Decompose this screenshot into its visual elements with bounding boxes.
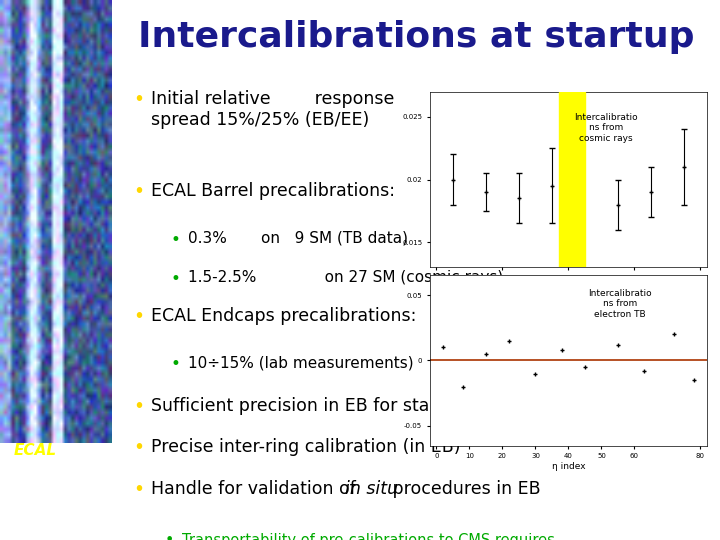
Text: 0.3%       on   9 SM (TB data): 0.3% on 9 SM (TB data) bbox=[188, 231, 408, 246]
Text: ECAL: ECAL bbox=[14, 443, 56, 458]
Text: 1.5-2.5%              on 27 SM (cosmic rays): 1.5-2.5% on 27 SM (cosmic rays) bbox=[188, 270, 503, 285]
Text: •: • bbox=[133, 90, 145, 109]
Text: procedures in EB: procedures in EB bbox=[387, 480, 541, 498]
Text: 10÷15% (lab measurements): 10÷15% (lab measurements) bbox=[188, 355, 413, 370]
Bar bbox=[559, 92, 585, 267]
Text: ECAL Barrel precalibrations:: ECAL Barrel precalibrations: bbox=[151, 182, 395, 200]
Text: Intercalibratio
ns from
cosmic rays: Intercalibratio ns from cosmic rays bbox=[574, 113, 638, 143]
Text: Precise inter-ring calibration (in EB): Precise inter-ring calibration (in EB) bbox=[151, 438, 461, 456]
X-axis label: η index: η index bbox=[552, 462, 585, 471]
Text: Initial relative        response
spread 15%/25% (EB/EE): Initial relative response spread 15%/25%… bbox=[151, 90, 395, 129]
Text: •: • bbox=[133, 480, 145, 499]
Text: Transportability of pre-calibrations to CMS requires
  transparency corrections : Transportability of pre-calibrations to … bbox=[181, 533, 634, 540]
Text: Intercalibrations at startup: Intercalibrations at startup bbox=[138, 20, 694, 54]
Text: •: • bbox=[133, 438, 145, 457]
Text: •: • bbox=[171, 231, 181, 248]
Text: •: • bbox=[133, 182, 145, 201]
Text: •: • bbox=[133, 397, 145, 416]
Text: Handle for validation of: Handle for validation of bbox=[151, 480, 361, 498]
Text: in situ: in situ bbox=[345, 480, 397, 498]
Text: ECAL Endcaps precalibrations:: ECAL Endcaps precalibrations: bbox=[151, 307, 417, 325]
Text: Intercalibratio
ns from
electron TB: Intercalibratio ns from electron TB bbox=[588, 289, 652, 319]
Text: Sufficient precision in EB for startup physics: Sufficient precision in EB for startup p… bbox=[151, 397, 536, 415]
Text: •: • bbox=[165, 533, 174, 540]
Text: •: • bbox=[133, 307, 145, 326]
Text: Tommaso Tabarelli de
Fatis     Università HFH -
Milano Bicocca  April 16th
2008: Tommaso Tabarelli de Fatis Università HF… bbox=[18, 486, 94, 508]
Text: •: • bbox=[171, 270, 181, 288]
Text: •: • bbox=[171, 355, 181, 373]
